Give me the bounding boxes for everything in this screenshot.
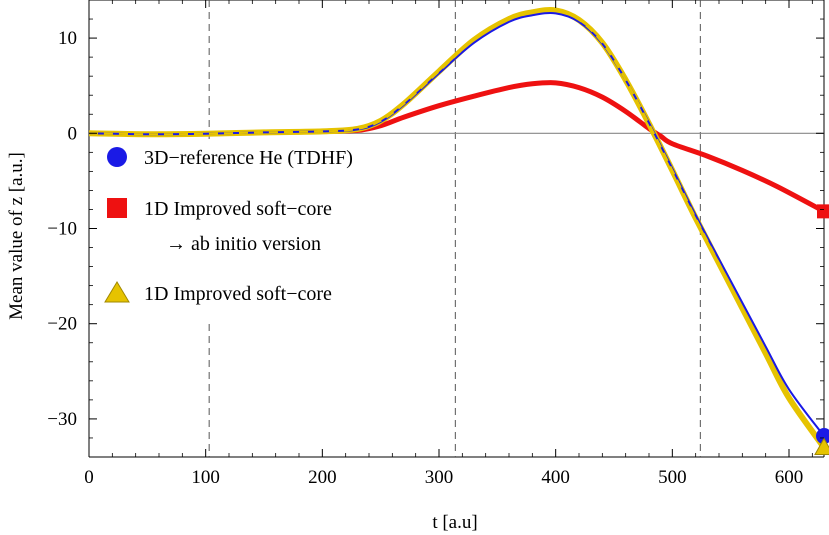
series-group <box>89 7 824 450</box>
x-tick-label: 500 <box>658 467 687 488</box>
legend-background <box>98 140 423 320</box>
x-tick-label: 400 <box>541 467 570 488</box>
y-tick-label: −30 <box>47 409 77 430</box>
end-marker-group <box>814 204 829 455</box>
end-marker-square <box>817 204 829 219</box>
legend-sublabel: → ab initio version <box>166 233 321 255</box>
y-tick-label: 10 <box>58 28 77 49</box>
legend-label: 3D−reference He (TDHF) <box>144 147 353 169</box>
y-tick-label: −10 <box>47 219 77 240</box>
legend-label: 1D Improved soft−core <box>144 198 332 220</box>
legend-marker-circle <box>107 147 127 167</box>
y-axis-title: Mean value of z [a.u.] <box>6 152 27 320</box>
x-tick-label: 200 <box>308 467 337 488</box>
series-line-3d-reference <box>89 11 824 437</box>
x-tick-label: 100 <box>191 467 220 488</box>
x-tick-label: 600 <box>775 467 804 488</box>
x-tick-label: 300 <box>425 467 454 488</box>
legend-label: 1D Improved soft−core <box>144 283 332 305</box>
y-tick-label: 0 <box>68 123 78 144</box>
legend: 3D−reference He (TDHF) 1D Improved soft−c… <box>98 140 423 320</box>
series-line-1d-improved-dashed <box>89 9 824 449</box>
y-tick-label: −20 <box>47 314 77 335</box>
legend-marker-square <box>107 198 127 218</box>
legend-marker-triangle <box>104 281 130 303</box>
x-axis-title: t [a.u] <box>432 512 477 533</box>
end-marker-circle <box>816 428 829 445</box>
x-tick-label: 0 <box>84 467 94 488</box>
